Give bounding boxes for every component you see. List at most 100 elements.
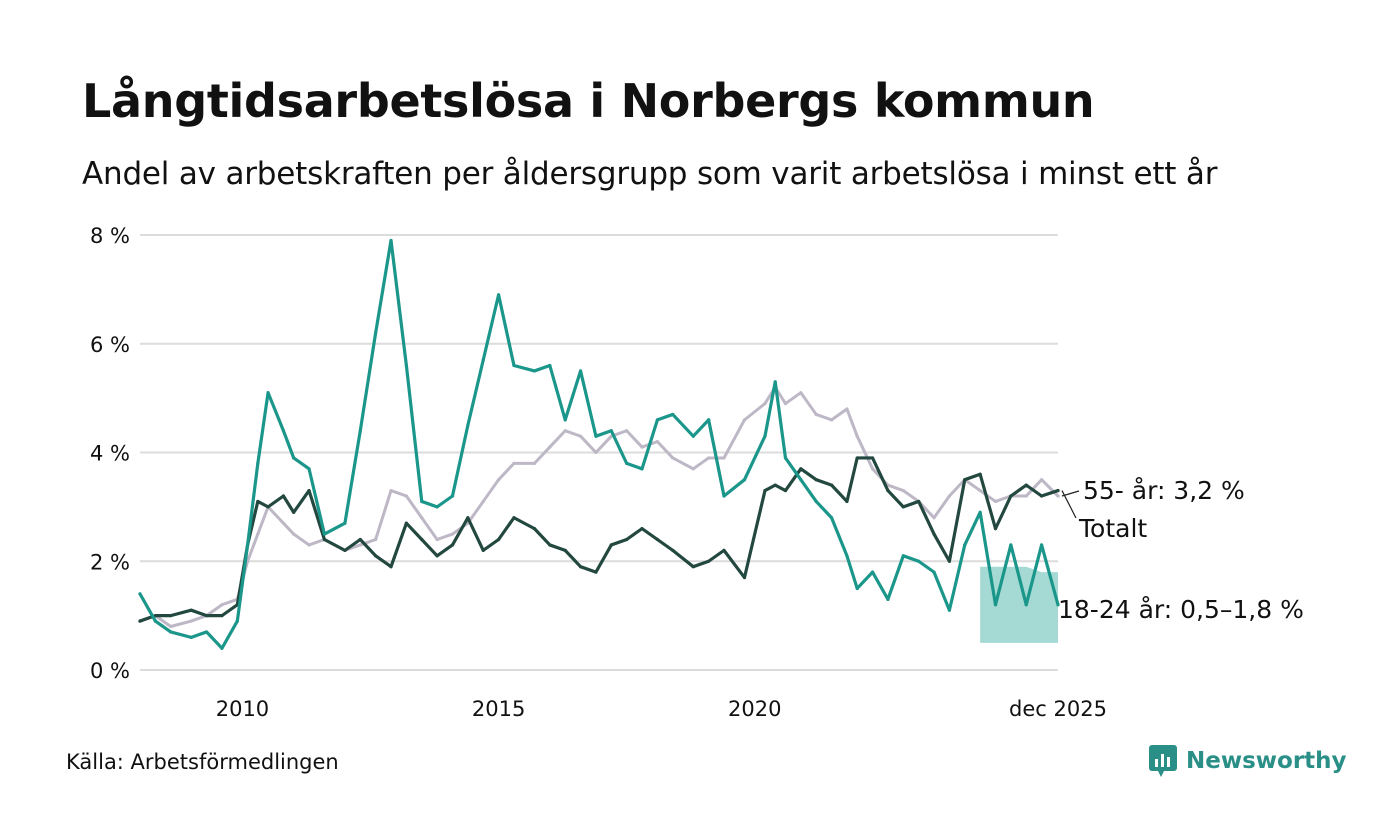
data-point: [138, 619, 142, 623]
data-point: [783, 456, 788, 460]
data-point: [901, 505, 905, 509]
data-point: [932, 570, 936, 574]
data-point: [358, 537, 362, 542]
x-tick-label: 2020: [728, 697, 781, 721]
data-point: [655, 418, 659, 422]
data-point: [783, 488, 788, 493]
data-point: [1040, 494, 1044, 498]
data-point: [1024, 483, 1028, 487]
data-point: [374, 554, 378, 558]
data-point: [671, 548, 675, 552]
y-tick-label: 6 %: [90, 333, 130, 357]
data-point: [281, 494, 286, 498]
y-tick-label: 4 %: [90, 442, 130, 466]
data-point: [496, 293, 501, 297]
data-point: [640, 467, 644, 471]
data-point: [707, 418, 711, 422]
data-point: [420, 537, 424, 542]
data-point: [947, 559, 951, 563]
data-point: [783, 401, 788, 406]
data-point: [707, 559, 711, 563]
data-point: [256, 499, 260, 504]
data-point: [481, 499, 485, 504]
data-point: [640, 445, 644, 449]
data-point: [220, 614, 224, 618]
data-point: [322, 532, 327, 536]
data-point: [594, 570, 598, 574]
data-point: [993, 603, 998, 607]
data-point: [691, 434, 695, 438]
data-point: [763, 434, 767, 438]
data-point: [640, 527, 644, 531]
data-point: [917, 499, 921, 504]
data-point: [763, 488, 767, 493]
data-point: [855, 456, 859, 460]
data-point: [671, 412, 675, 417]
data-point: [1024, 603, 1028, 607]
data-point: [266, 505, 270, 509]
data-point: [548, 363, 552, 368]
data-point: [625, 537, 629, 542]
data-point: [189, 619, 193, 623]
data-point: [307, 488, 311, 493]
series-line: [138, 238, 1060, 650]
data-point: [220, 603, 224, 607]
data-point: [466, 516, 470, 520]
data-point: [532, 461, 537, 465]
y-tick-label: 8 %: [90, 224, 130, 248]
data-point: [563, 429, 567, 433]
data-point: [845, 499, 849, 504]
series-young: [138, 238, 1060, 650]
data-point: [855, 586, 859, 591]
data-point: [691, 565, 695, 569]
data-point: [799, 478, 803, 482]
series-total: [138, 456, 1060, 623]
data-point: [742, 478, 747, 482]
data-point: [281, 429, 286, 433]
data-point: [204, 614, 209, 618]
data-point: [829, 516, 834, 520]
data-point: [450, 543, 455, 547]
data-point: [609, 543, 613, 547]
data-point: [307, 543, 311, 547]
data-point: [169, 614, 173, 618]
data-point: [742, 575, 747, 580]
data-point: [691, 467, 695, 471]
data-point: [671, 456, 675, 460]
series-label-total: Totalt: [1078, 514, 1147, 543]
data-point: [978, 510, 982, 514]
data-point: [374, 331, 378, 335]
data-point: [963, 543, 967, 547]
brand-logo: Newsworthy: [1148, 744, 1347, 778]
data-point: [435, 554, 439, 558]
data-point: [978, 472, 982, 476]
data-point: [189, 608, 193, 612]
data-point: [609, 429, 613, 433]
data-point: [512, 516, 516, 520]
label-leader-line: [1061, 490, 1077, 519]
data-point: [256, 461, 260, 465]
data-point: [855, 434, 859, 438]
data-point: [266, 391, 270, 395]
data-point: [292, 456, 296, 460]
data-point: [481, 358, 485, 362]
data-point: [978, 488, 982, 493]
data-point: [563, 548, 567, 552]
data-point: [322, 537, 327, 542]
data-point: [1009, 494, 1013, 498]
data-point: [435, 537, 439, 542]
x-tick-label: dec 2025: [1009, 697, 1107, 721]
chart-title: Långtidsarbetslösa i Norbergs kommun: [82, 74, 1095, 128]
y-tick-label: 2 %: [90, 550, 130, 574]
data-point: [189, 635, 193, 639]
data-point: [578, 434, 583, 438]
data-point: [563, 418, 567, 422]
data-point: [886, 488, 890, 493]
data-point: [870, 456, 875, 460]
data-point: [901, 554, 905, 558]
data-point: [169, 624, 173, 629]
data-point: [235, 619, 239, 623]
x-tick-label: 2010: [216, 697, 269, 721]
data-point: [256, 532, 260, 536]
